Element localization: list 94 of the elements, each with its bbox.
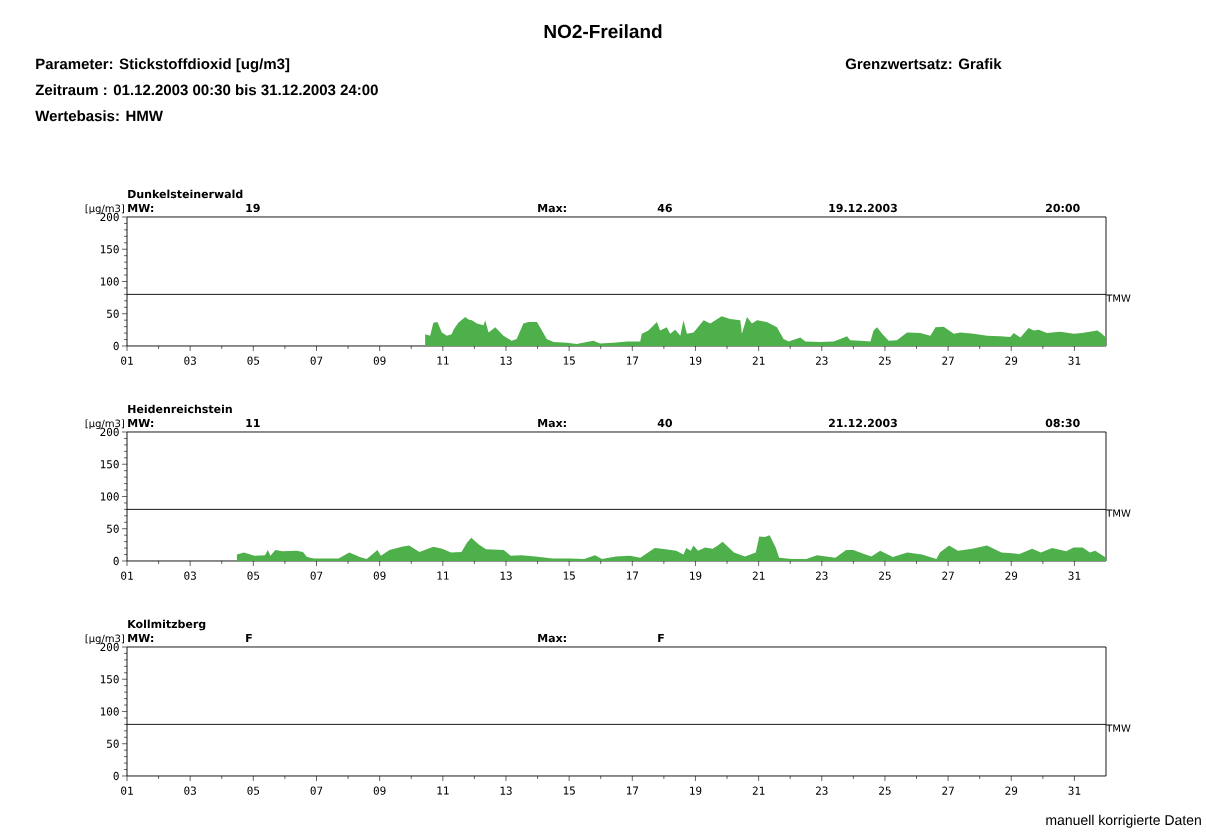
y-tick-label: 0 <box>113 771 119 781</box>
x-tick-label: 23 <box>815 786 828 795</box>
text: Zeitraum : 01.12.2003 00:30 bis 31.12.2003 24:00 <box>35 84 378 96</box>
x-tick-label: 15 <box>563 571 575 580</box>
x-tick-label: 13 <box>500 356 512 365</box>
x-tick-label: 19 <box>690 356 702 365</box>
x-tick-label: 07 <box>310 571 323 580</box>
chart-title: Heidenreichstein <box>128 404 232 414</box>
y-tick-label: 150 <box>100 245 119 254</box>
ref-line-label: TMW <box>1106 724 1131 732</box>
text: 11 <box>246 418 260 427</box>
y-axis-title: [µg/m3] <box>85 634 124 645</box>
x-tick-label: 01 <box>121 786 133 795</box>
text: 08:30 <box>1045 418 1080 428</box>
text: 46 <box>657 203 672 213</box>
x-tick-label: 19 <box>690 571 702 580</box>
text: Max: <box>538 633 566 643</box>
x-tick-label: 01 <box>121 571 133 580</box>
text: NO2-Freiland <box>544 24 662 39</box>
text: MW: <box>128 418 154 427</box>
chart-title: Dunkelsteinerwald <box>128 189 243 199</box>
ref-line-label: TMW <box>1106 509 1131 517</box>
x-tick-label: 31 <box>1068 786 1081 795</box>
y-tick-label: 200 <box>100 212 119 222</box>
x-tick-label: 25 <box>879 786 891 795</box>
x-tick-label: 05 <box>247 356 260 365</box>
y-tick-label: 150 <box>100 675 119 684</box>
y-tick-label: 0 <box>113 341 119 351</box>
x-tick-label: 29 <box>1005 571 1018 580</box>
x-tick-label: 21 <box>752 786 765 795</box>
text: 20:00 <box>1046 203 1080 213</box>
x-tick-label: 27 <box>942 571 954 580</box>
x-tick-label: 05 <box>247 571 260 580</box>
ref-line-label: TMW <box>1106 294 1131 302</box>
x-tick-label: 17 <box>626 571 639 580</box>
y-tick-label: 50 <box>107 309 119 318</box>
y-axis-title: [µg/m3] <box>85 204 124 215</box>
text: F <box>658 633 664 642</box>
text: 40 <box>657 418 673 428</box>
x-tick-label: 25 <box>879 356 891 365</box>
x-tick-label: 09 <box>373 571 386 580</box>
x-tick-label: 03 <box>184 571 196 580</box>
text: MW: <box>128 203 154 212</box>
x-tick-label: 15 <box>563 786 575 795</box>
text: Wertebasis: HMW <box>35 110 163 122</box>
text: F <box>246 633 252 642</box>
y-tick-label: 150 <box>100 460 119 469</box>
x-tick-label: 05 <box>247 786 260 795</box>
x-tick-label: 17 <box>626 786 639 795</box>
x-tick-label: 07 <box>310 356 323 365</box>
y-tick-label: 100 <box>100 277 119 286</box>
text: manuell korrigierte Daten <box>1046 814 1201 828</box>
text: Max: <box>538 203 566 213</box>
x-tick-label: 23 <box>815 571 828 580</box>
x-tick-label: 17 <box>626 356 639 365</box>
x-tick-label: 31 <box>1068 356 1081 365</box>
y-tick-label: 200 <box>100 427 119 437</box>
text: Parameter: Stickstoffdioxid [ug/m3] <box>36 58 290 73</box>
x-tick-label: 25 <box>879 571 891 580</box>
y-tick-label: 100 <box>100 707 119 716</box>
y-axis-title: [µg/m3] <box>85 419 124 430</box>
x-tick-label: 23 <box>815 356 828 365</box>
x-tick-label: 09 <box>373 356 386 365</box>
x-tick-label: 01 <box>121 356 133 365</box>
x-tick-label: 19 <box>690 786 702 795</box>
x-tick-label: 11 <box>437 356 449 365</box>
text: 21.12.2003 <box>829 418 897 428</box>
y-tick-label: 50 <box>107 524 119 533</box>
x-tick-label: 13 <box>500 786 512 795</box>
text: 19.12.2003 <box>829 203 897 213</box>
x-tick-label: 29 <box>1005 356 1018 365</box>
x-tick-label: 21 <box>752 356 765 365</box>
x-tick-label: 03 <box>184 786 196 795</box>
text: Grenzwertsatz: Grafik <box>845 58 1002 70</box>
x-tick-label: 31 <box>1068 571 1081 580</box>
y-tick-label: 100 <box>100 492 119 501</box>
x-tick-label: 03 <box>184 356 196 365</box>
x-tick-label: 13 <box>500 571 512 580</box>
y-tick-label: 0 <box>113 556 119 566</box>
x-tick-label: 07 <box>310 786 323 795</box>
x-tick-label: 09 <box>373 786 386 795</box>
x-tick-label: 15 <box>563 356 575 365</box>
x-tick-label: 21 <box>752 571 765 580</box>
text: MW: <box>128 633 154 642</box>
chart-title: Kollmitzberg <box>128 619 206 631</box>
y-tick-label: 50 <box>107 739 119 748</box>
y-tick-label: 200 <box>100 642 119 652</box>
x-tick-label: 27 <box>942 356 954 365</box>
x-tick-label: 11 <box>437 571 449 580</box>
x-tick-label: 11 <box>437 786 449 795</box>
x-tick-label: 27 <box>942 786 954 795</box>
text: Max: <box>538 418 566 428</box>
text: 19 <box>246 203 260 213</box>
x-tick-label: 29 <box>1005 786 1018 795</box>
